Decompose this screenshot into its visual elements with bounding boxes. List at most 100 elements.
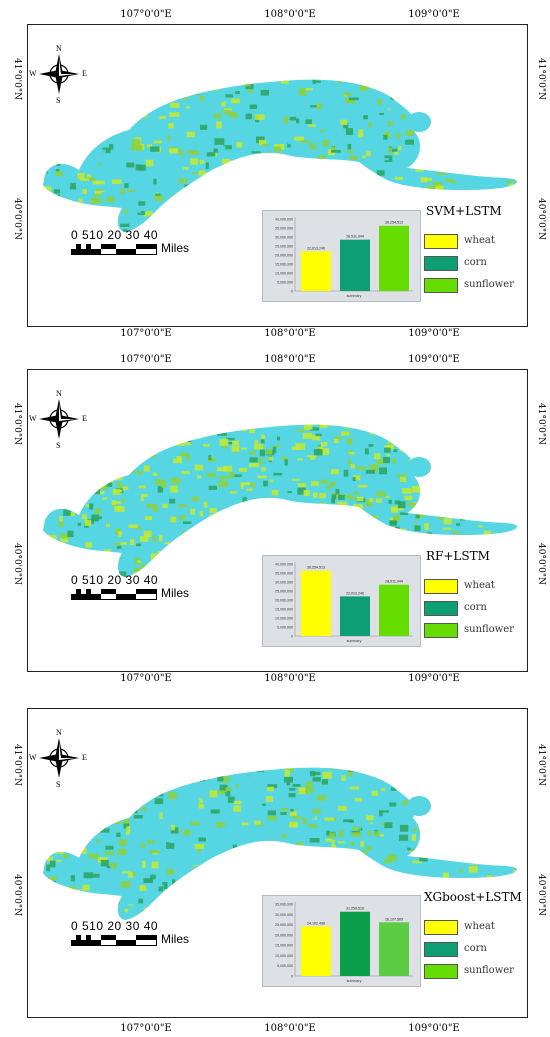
latitude-label-left: 40°0'0"N (12, 874, 22, 916)
y-tick-label: 15,000,000 (275, 944, 293, 948)
y-tick-label: 10,000,000 (275, 954, 293, 958)
bar-wheat (301, 251, 331, 291)
latitude-label-left: 41°0'0"N (12, 58, 22, 100)
latitude-label-left: 40°0'0"N (12, 198, 22, 240)
latitude-label-right: 40°0'0"N (536, 198, 546, 240)
latitude-label-left: 41°0'0"N (12, 403, 22, 445)
bar-value-label: 28,511,044 (385, 580, 403, 584)
bar-chart-svg: 40,000,000 35,000,000 30,000,000 25,000,000… (275, 562, 413, 643)
north-arrow-compass: N S E W (29, 728, 89, 789)
longitude-label-bottom: 109°0'0"E (408, 1023, 460, 1034)
y-tick-label: 20,000,000 (275, 599, 293, 603)
bar-sunflower (379, 584, 409, 636)
legend-label: sunflower (464, 279, 514, 290)
legend-label: corn (464, 602, 487, 613)
y-tick-label: 25,000,000 (275, 923, 293, 927)
longitude-label-top: 109°0'0"E (408, 354, 460, 365)
legend-swatch (424, 601, 458, 616)
legend-swatch (424, 278, 458, 293)
y-tick-label: 40,000,000 (275, 218, 293, 222)
y-tick-label: 30,000,000 (275, 581, 293, 585)
bar-value-label: 31,250,516 (346, 907, 364, 911)
scale-unit: Miles (161, 586, 190, 600)
compass-e: E (82, 753, 87, 762)
yield-bar-chart: 40,000,000 35,000,000 30,000,000 25,000,000… (262, 555, 421, 647)
map-panel-xgb: 107°0'0"E 108°0'0"E 109°0'0"E 41°0'0"N 41°0'… (0, 690, 550, 1035)
y-tick-label: 35,000,000 (275, 903, 293, 907)
y-tick-label: 0 (291, 635, 293, 639)
bar-value-label: 36,254,513 (307, 566, 325, 570)
compass-e: E (82, 69, 87, 78)
legend-swatch (424, 964, 458, 979)
compass-n: N (56, 44, 62, 53)
longitude-label-top: 107°0'0"E (120, 354, 172, 365)
y-tick-label: 30,000,000 (275, 913, 293, 917)
latitude-label-right: 40°0'0"N (536, 543, 546, 585)
latitude-label-right: 41°0'0"N (536, 403, 546, 445)
north-arrow-compass: N S E W (29, 389, 89, 450)
longitude-label-bottom: 107°0'0"E (120, 328, 172, 339)
x-axis-label: summary (347, 979, 362, 983)
legend-title: XGboost+LSTM (424, 890, 522, 904)
bar-value-label: 26,107,565 (385, 917, 403, 921)
latitude-label-left: 40°0'0"N (12, 543, 22, 585)
map-panel-svm: 107°0'0"E 108°0'0"E 109°0'0"E 107°0'0"E 108°… (0, 0, 550, 345)
y-tick-label: 10,000,000 (275, 272, 293, 276)
scale-ticks: 0 510 20 30 40 (71, 573, 159, 587)
north-arrow-compass: N S E W (29, 44, 89, 105)
study-area-map (43, 424, 517, 577)
x-axis-label: summary (347, 294, 362, 298)
legend-swatch (424, 920, 458, 935)
longitude-label-top: 109°0'0"E (408, 9, 460, 20)
legend-label: sunflower (464, 965, 514, 976)
bar-value-label: 22,013,246 (346, 591, 364, 595)
y-tick-label: 5,000,000 (277, 281, 293, 285)
compass-s: S (56, 96, 61, 105)
longitude-label-bottom: 108°0'0"E (264, 673, 316, 684)
longitude-label-top: 107°0'0"E (120, 9, 172, 20)
longitude-label-bottom: 109°0'0"E (408, 673, 460, 684)
compass-rose-icon (39, 399, 79, 439)
scale-ticks: 0 510 20 30 40 (71, 228, 159, 242)
water-region (43, 767, 517, 920)
latitude-label-right: 40°0'0"N (536, 874, 546, 916)
scale-unit: Miles (161, 932, 190, 946)
y-tick-label: 35,000,000 (275, 572, 293, 576)
legend-swatch (424, 623, 458, 638)
y-tick-label: 5,000,000 (277, 964, 293, 968)
bar-value-label: 22,013,246 (307, 246, 325, 250)
scale-unit: Miles (161, 241, 190, 255)
lake (407, 112, 431, 132)
legend-title: RF+LSTM (426, 549, 490, 563)
bar-corn (340, 596, 370, 636)
bar-sunflower (379, 922, 409, 976)
legend-label: wheat (464, 580, 495, 591)
compass-w: W (29, 69, 37, 78)
legend-swatch (424, 579, 458, 594)
legend-label: wheat (464, 235, 495, 246)
lake (407, 457, 431, 477)
legend-swatch (424, 234, 458, 249)
compass-rose-icon (39, 54, 79, 94)
scale-bar-graphic (71, 244, 157, 255)
legend-label: corn (464, 943, 487, 954)
y-tick-label: 30,000,000 (275, 236, 293, 240)
scale-ticks: 0 510 20 30 40 (71, 919, 159, 933)
legend-label: sunflower (464, 624, 514, 635)
y-tick-label: 25,000,000 (275, 245, 293, 249)
bar-value-label: 36,254,513 (385, 221, 403, 225)
study-area-map (43, 79, 517, 232)
longitude-label-top: 108°0'0"E (264, 354, 316, 365)
y-tick-label: 15,000,000 (275, 263, 293, 267)
legend-swatch (424, 942, 458, 957)
legend-label: wheat (464, 921, 495, 932)
longitude-label-bottom: 107°0'0"E (120, 673, 172, 684)
longitude-label-bottom: 108°0'0"E (264, 328, 316, 339)
bar-chart-svg: 40,000,000 35,000,000 30,000,000 25,000,000… (275, 217, 413, 298)
bar-chart-svg: 35,000,000 30,000,000 25,000,000 20,000,000… (275, 902, 413, 983)
yield-bar-chart: 35,000,000 30,000,000 25,000,000 20,000,000… (262, 895, 421, 987)
latitude-label-right: 41°0'0"N (536, 58, 546, 100)
map-panel-rf: 107°0'0"E 108°0'0"E 109°0'0"E 107°0'0"E 108°… (0, 345, 550, 690)
compass-s: S (56, 780, 61, 789)
compass-e: E (82, 414, 87, 423)
